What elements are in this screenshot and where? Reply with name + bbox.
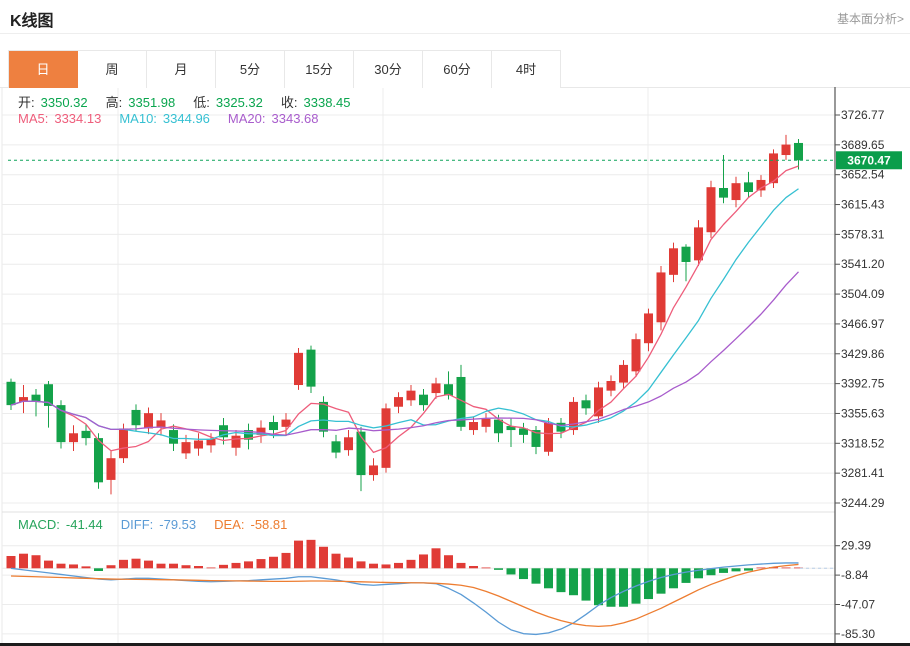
- legend-value: 3334.13: [54, 111, 102, 126]
- legend-label: 低:: [193, 95, 210, 110]
- tab-30分[interactable]: 30分: [354, 51, 423, 88]
- svg-text:29.39: 29.39: [841, 539, 871, 553]
- legend-label: MACD:: [18, 517, 60, 532]
- svg-text:3466.97: 3466.97: [841, 317, 885, 331]
- svg-text:3355.63: 3355.63: [841, 406, 885, 420]
- svg-text:-47.07: -47.07: [841, 597, 875, 611]
- legend-value: 3343.68: [271, 111, 319, 126]
- legend-label: MA10:: [119, 111, 157, 126]
- svg-text:3429.86: 3429.86: [841, 347, 885, 361]
- legend-label: DEA:: [214, 517, 245, 532]
- svg-text:3281.41: 3281.41: [841, 466, 885, 480]
- legend-value: -41.44: [65, 517, 103, 532]
- legend-value: 3344.96: [162, 111, 210, 126]
- ma-legend: MA5: 3334.13 MA10: 3344.96 MA20: 3343.68: [18, 111, 337, 126]
- ohlc-legend: 开: 3350.32 高: 3351.98 低: 3325.32 收: 3338.45: [18, 92, 369, 111]
- svg-text:3578.31: 3578.31: [841, 227, 885, 241]
- svg-text:3244.29: 3244.29: [841, 496, 885, 510]
- svg-text:-8.84: -8.84: [841, 568, 869, 582]
- tab-15分[interactable]: 15分: [285, 51, 354, 88]
- legend-value: -79.53: [159, 517, 197, 532]
- legend-label: 开:: [18, 95, 35, 110]
- legend-value: 3351.98: [128, 95, 176, 110]
- svg-text:3541.20: 3541.20: [841, 257, 885, 271]
- legend-label: DIFF:: [120, 517, 154, 532]
- macd-legend: MACD: -41.44 DIFF: -79.53 DEA: -58.81: [18, 517, 305, 532]
- fundamental-analysis-link[interactable]: 基本面分析>: [836, 12, 904, 26]
- current-price-tag: 3670.47: [847, 153, 891, 167]
- svg-text:3652.54: 3652.54: [841, 168, 885, 182]
- legend-value: -58.81: [250, 517, 288, 532]
- tab-4时[interactable]: 4时: [492, 51, 561, 88]
- legend-value: 3325.32: [215, 95, 263, 110]
- interval-tabs: 日周月 5分 15分 30分 60分 4时: [8, 50, 561, 88]
- legend-value: 3350.32: [40, 95, 88, 110]
- legend-label: 高:: [105, 95, 123, 110]
- svg-text:3318.52: 3318.52: [841, 436, 885, 450]
- legend-label: MA5:: [18, 111, 49, 126]
- tab-周[interactable]: 周: [78, 51, 147, 88]
- svg-text:3504.09: 3504.09: [841, 287, 885, 301]
- svg-text:3689.65: 3689.65: [841, 138, 885, 152]
- legend-value: 3338.45: [303, 95, 351, 110]
- legend-label: 收:: [280, 95, 298, 110]
- svg-text:3615.43: 3615.43: [841, 198, 885, 212]
- tab-月[interactable]: 月: [147, 51, 216, 88]
- svg-text:3726.77: 3726.77: [841, 108, 885, 122]
- header: K线图 基本面分析>: [0, 0, 910, 34]
- legend-label: MA20:: [227, 111, 266, 126]
- tab-日[interactable]: 日: [9, 51, 78, 88]
- tab-5分[interactable]: 5分: [216, 51, 285, 88]
- svg-text:3392.75: 3392.75: [841, 377, 885, 391]
- page-title: K线图: [10, 13, 54, 30]
- interval-tabbar: 日周月 5分 15分 30分 60分 4时: [0, 50, 910, 88]
- tab-60分[interactable]: 60分: [423, 51, 492, 88]
- svg-text:-85.30: -85.30: [841, 627, 875, 641]
